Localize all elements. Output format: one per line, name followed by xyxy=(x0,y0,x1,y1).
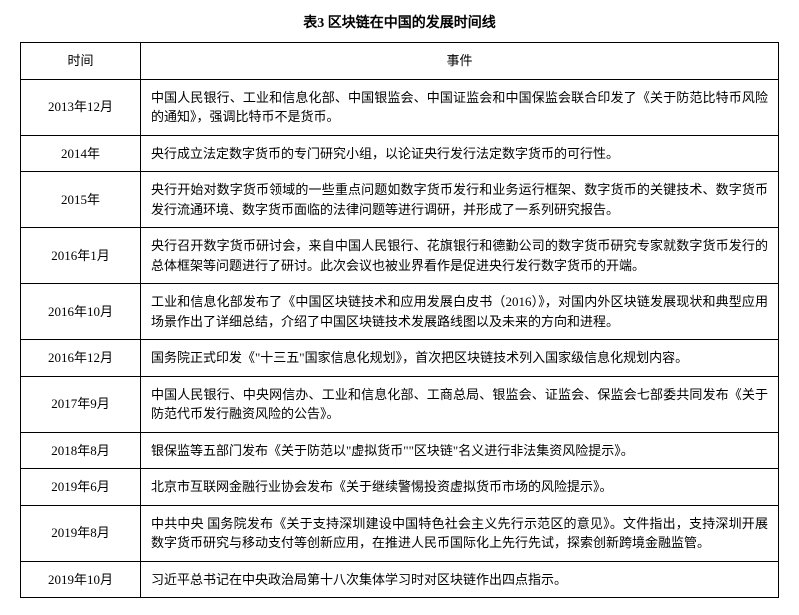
table-row: 2019年8月 中共中央 国务院发布《关于支持深圳建设中国特色社会主义先行示范区… xyxy=(21,505,779,561)
table-body: 2013年12月 中国人民银行、工业和信息化部、中国银监会、中国证监会和中国保监… xyxy=(21,79,779,598)
time-cell: 2019年6月 xyxy=(21,469,141,506)
event-cell: 央行成立法定数字货币的专门研究小组，以论证央行发行法定数字货币的可行性。 xyxy=(141,135,779,172)
time-cell: 2016年12月 xyxy=(21,340,141,377)
event-cell: 中共中央 国务院发布《关于支持深圳建设中国特色社会主义先行示范区的意见》。文件指… xyxy=(141,505,779,561)
event-cell: 习近平总书记在中央政治局第十八次集体学习时对区块链作出四点指示。 xyxy=(141,561,779,598)
time-cell: 2016年10月 xyxy=(21,284,141,340)
table-row: 2014年 央行成立法定数字货币的专门研究小组，以论证央行发行法定数字货币的可行… xyxy=(21,135,779,172)
table-row: 2016年12月 国务院正式印发《"十三五"国家信息化规划》，首次把区块链技术列… xyxy=(21,340,779,377)
table-title: 表3 区块链在中国的发展时间线 xyxy=(20,12,779,32)
time-cell: 2018年8月 xyxy=(21,432,141,469)
table-row: 2015年 央行开始对数字货币领域的一些重点问题如数字货币发行和业务运行框架、数… xyxy=(21,172,779,228)
table-row: 2019年6月 北京市互联网金融行业协会发布《关于继续警惕投资虚拟货币市场的风险… xyxy=(21,469,779,506)
header-event: 事件 xyxy=(141,43,779,80)
time-cell: 2014年 xyxy=(21,135,141,172)
timeline-table: 时间 事件 2013年12月 中国人民银行、工业和信息化部、中国银监会、中国证监… xyxy=(20,42,779,598)
time-cell: 2019年10月 xyxy=(21,561,141,598)
event-cell: 中国人民银行、工业和信息化部、中国银监会、中国证监会和中国保监会联合印发了《关于… xyxy=(141,79,779,135)
table-row: 2016年1月 央行召开数字货币研讨会，来自中国人民银行、花旗银行和德勤公司的数… xyxy=(21,228,779,284)
table-row: 2017年9月 中国人民银行、中央网信办、工业和信息化部、工商总局、银监会、证监… xyxy=(21,376,779,432)
time-cell: 2019年8月 xyxy=(21,505,141,561)
time-cell: 2017年9月 xyxy=(21,376,141,432)
table-row: 2016年10月 工业和信息化部发布了《中国区块链技术和应用发展白皮书（2016… xyxy=(21,284,779,340)
time-cell: 2013年12月 xyxy=(21,79,141,135)
event-cell: 央行召开数字货币研讨会，来自中国人民银行、花旗银行和德勤公司的数字货币研究专家就… xyxy=(141,228,779,284)
table-header-row: 时间 事件 xyxy=(21,43,779,80)
header-time: 时间 xyxy=(21,43,141,80)
time-cell: 2016年1月 xyxy=(21,228,141,284)
table-row: 2018年8月 银保监等五部门发布《关于防范以"虚拟货币""区块链"名义进行非法… xyxy=(21,432,779,469)
table-row: 2019年10月 习近平总书记在中央政治局第十八次集体学习时对区块链作出四点指示… xyxy=(21,561,779,598)
event-cell: 工业和信息化部发布了《中国区块链技术和应用发展白皮书（2016）》，对国内外区块… xyxy=(141,284,779,340)
event-cell: 北京市互联网金融行业协会发布《关于继续警惕投资虚拟货币市场的风险提示》。 xyxy=(141,469,779,506)
event-cell: 中国人民银行、中央网信办、工业和信息化部、工商总局、银监会、证监会、保监会七部委… xyxy=(141,376,779,432)
time-cell: 2015年 xyxy=(21,172,141,228)
event-cell: 国务院正式印发《"十三五"国家信息化规划》，首次把区块链技术列入国家级信息化规划… xyxy=(141,340,779,377)
event-cell: 银保监等五部门发布《关于防范以"虚拟货币""区块链"名义进行非法集资风险提示》。 xyxy=(141,432,779,469)
event-cell: 央行开始对数字货币领域的一些重点问题如数字货币发行和业务运行框架、数字货币的关键… xyxy=(141,172,779,228)
table-row: 2013年12月 中国人民银行、工业和信息化部、中国银监会、中国证监会和中国保监… xyxy=(21,79,779,135)
